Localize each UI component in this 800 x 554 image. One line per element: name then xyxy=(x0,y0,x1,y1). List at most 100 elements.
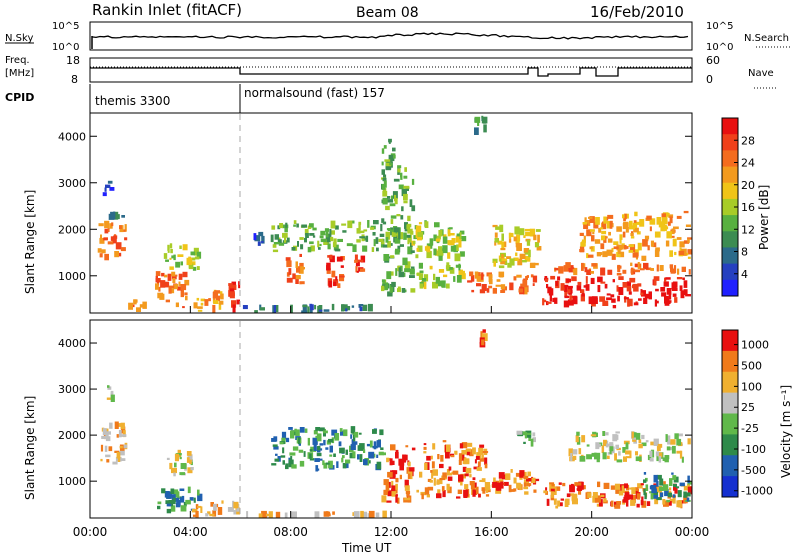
velocity-pixel xyxy=(307,437,310,446)
power-pixel xyxy=(169,243,173,249)
velocity-pixel xyxy=(601,445,605,453)
power-pixel xyxy=(99,237,105,244)
velocity-pixel xyxy=(120,426,126,434)
power-pixel xyxy=(167,250,170,253)
velocity-pixel xyxy=(291,511,297,518)
velocity-pixel xyxy=(386,500,392,503)
power-pixel xyxy=(655,247,660,252)
velocity-pixel xyxy=(511,489,515,492)
power-pixel xyxy=(433,234,437,242)
velocity-pixel xyxy=(376,440,381,448)
power-pixel xyxy=(655,300,659,304)
power-pixel xyxy=(591,235,595,242)
power-pixel xyxy=(648,291,652,300)
velocity-pixel xyxy=(658,452,663,458)
power-pixel xyxy=(663,224,667,231)
power-pixel xyxy=(104,253,109,261)
velocity-colorbar-tick-label: -100 xyxy=(741,443,766,456)
power-pixel xyxy=(418,262,423,269)
power-pixel xyxy=(637,262,640,269)
power-cell-group xyxy=(554,262,691,276)
velocity-pixel xyxy=(289,452,296,456)
power-pixel xyxy=(277,225,281,230)
velocity-cell-group xyxy=(271,426,386,472)
power-pixel xyxy=(381,279,386,283)
power-pixel xyxy=(200,302,204,306)
power-pixel xyxy=(403,200,408,204)
power-pixel xyxy=(388,154,395,162)
power-pixel xyxy=(501,287,506,293)
power-pixel xyxy=(119,225,122,229)
power-pixel xyxy=(403,193,408,201)
velocity-pixel xyxy=(647,454,652,461)
velocity-pixel xyxy=(102,428,107,436)
velocity-pixel xyxy=(447,476,453,481)
power-pixel xyxy=(597,276,603,283)
power-pixel xyxy=(435,276,440,284)
velocity-pixel xyxy=(181,495,185,503)
velocity-pixel xyxy=(666,435,671,444)
power-pixel xyxy=(158,286,161,292)
velocity-pixel xyxy=(464,484,469,490)
power-pixel xyxy=(499,273,504,278)
power-pixel xyxy=(373,239,376,247)
velocity-pixel xyxy=(105,454,111,458)
time-tick-label: 00:00 xyxy=(73,525,108,539)
velocity-pixel xyxy=(481,487,486,492)
velocity-pixel xyxy=(379,429,384,436)
date-label: 16/Feb/2010 xyxy=(590,3,684,21)
power-pixel xyxy=(134,299,138,303)
power-pixel xyxy=(665,277,671,280)
power-pixel xyxy=(102,192,107,197)
velocity-pixel xyxy=(423,443,427,446)
power-pixel xyxy=(507,262,512,268)
power-pixel xyxy=(532,283,535,286)
velocity-pixel xyxy=(659,478,664,486)
power-pixel xyxy=(351,305,355,308)
power-pixel xyxy=(341,304,345,312)
velocity-pixel xyxy=(354,431,359,438)
velocity-pixel xyxy=(404,497,411,501)
velocity-cell-group xyxy=(166,449,194,477)
velocity-pixel xyxy=(210,502,214,507)
power-pixel xyxy=(459,251,465,257)
power-pixel xyxy=(672,293,677,297)
velocity-pixel xyxy=(277,456,281,462)
power-pixel xyxy=(588,254,594,258)
power-cell-group xyxy=(102,180,115,197)
velocity-pixel xyxy=(500,481,504,489)
power-y-tick-label: 4000 xyxy=(58,130,86,143)
velocity-pixel xyxy=(676,438,682,446)
velocity-pixel xyxy=(288,427,293,430)
power-pixel xyxy=(401,288,406,293)
power-pixel xyxy=(358,304,364,307)
velocity-pixel xyxy=(106,431,111,435)
power-pixel xyxy=(307,225,312,229)
power-pixel xyxy=(329,229,332,237)
power-pixel xyxy=(617,295,620,302)
velocity-pixel xyxy=(678,433,683,437)
power-pixel xyxy=(650,240,654,247)
power-pixel xyxy=(416,247,419,252)
power-pixel xyxy=(524,252,529,255)
velocity-pixel xyxy=(643,488,646,496)
velocity-pixel xyxy=(233,501,239,509)
power-pixel xyxy=(606,297,612,301)
velocity-pixel xyxy=(340,430,345,436)
velocity-pixel xyxy=(631,487,636,495)
power-pixel xyxy=(347,220,353,229)
velocity-pixel xyxy=(170,505,176,512)
power-pixel xyxy=(566,278,571,283)
velocity-pixel xyxy=(572,449,578,455)
velocity-pixel xyxy=(485,488,489,493)
power-pixel xyxy=(391,281,396,287)
velocity-pixel xyxy=(197,489,200,496)
velocity-pixel xyxy=(116,452,121,459)
power-pixel xyxy=(307,306,310,313)
velocity-pixel xyxy=(405,491,411,495)
velocity-pixel xyxy=(433,477,436,486)
velocity-pixel xyxy=(681,456,684,463)
velocity-pixel xyxy=(411,447,416,451)
velocity-pixel xyxy=(558,482,562,485)
velocity-pixel xyxy=(609,442,614,447)
